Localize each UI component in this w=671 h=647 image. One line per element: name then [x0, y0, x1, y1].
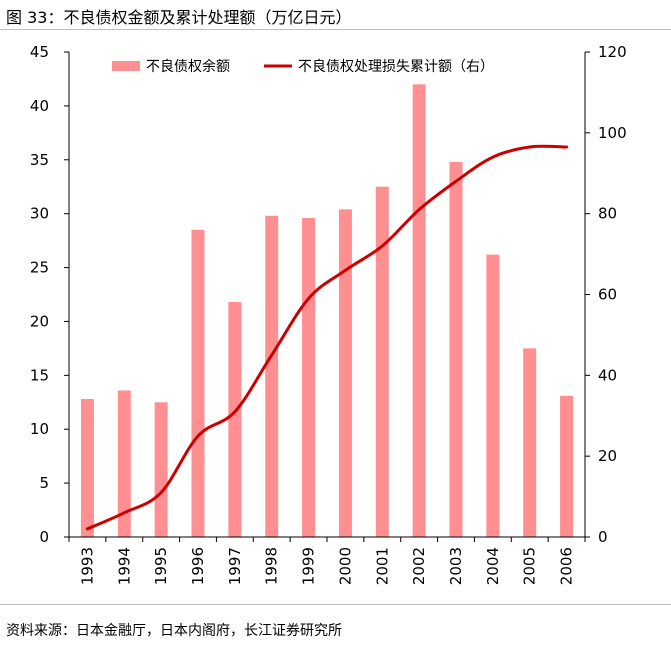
legend-bar-label: 不良债权余额	[146, 58, 230, 75]
x-tick-label-2000: 2000	[336, 547, 354, 585]
bar-2003	[449, 161, 463, 537]
bar-1997	[228, 302, 242, 537]
x-tick-label-2002: 2002	[410, 547, 428, 585]
x-tick-label-1997: 1997	[226, 547, 244, 585]
bar-1993	[80, 399, 94, 537]
x-tick-label-2005: 2005	[521, 547, 539, 585]
right-tick-label: 20	[598, 447, 617, 465]
bar-2005	[523, 348, 537, 537]
x-tick-label-2001: 2001	[373, 547, 391, 585]
source-divider	[0, 604, 671, 605]
right-tick-label: 80	[598, 205, 617, 223]
legend-bar-swatch	[112, 61, 140, 71]
bar-2002	[412, 84, 426, 537]
source-note: 资料来源：日本金融厅，日本内阁府，长江证券研究所	[6, 623, 342, 639]
bar-1998	[265, 215, 279, 538]
x-tick-label-1993: 1993	[78, 547, 96, 585]
left-tick-label: 5	[39, 474, 49, 492]
right-tick-label: 60	[598, 286, 617, 304]
left-tick-label: 0	[39, 528, 49, 546]
bar-2001	[375, 186, 389, 537]
chart: 0 5 10 15 20 25 30 35 40 45 0 20 40 60 80 100 120 1993 199…	[30, 43, 627, 585]
right-tick-label: 40	[598, 366, 617, 384]
left-tick-label: 30	[30, 205, 49, 223]
x-tick-label-2003: 2003	[447, 547, 465, 585]
left-tick-label: 10	[30, 420, 49, 438]
x-tick-label-1998: 1998	[263, 547, 281, 585]
bar-1995	[154, 402, 168, 537]
bar-1996	[191, 229, 205, 538]
x-tick-label-2006: 2006	[558, 547, 576, 585]
left-tick-label: 25	[30, 259, 49, 277]
x-tick-label-1996: 1996	[189, 547, 207, 585]
bar-2006	[560, 395, 574, 537]
left-tick-label: 35	[30, 151, 49, 169]
bar-1994	[117, 390, 131, 537]
bar-series	[80, 84, 574, 538]
title-divider	[0, 29, 671, 30]
x-tick-label-1994: 1994	[115, 547, 133, 585]
cumulative-line	[85, 144, 569, 531]
bar-1999	[302, 217, 316, 537]
axes	[64, 51, 590, 542]
legend: 不良债权余额 不良债权处理损失累计额（右）	[112, 58, 494, 75]
left-tick-label: 40	[30, 97, 49, 115]
left-tick-label: 45	[30, 43, 49, 61]
x-tick-label-1999: 1999	[300, 547, 318, 585]
bar-2004	[486, 254, 500, 537]
left-tick-label: 15	[30, 366, 49, 384]
bar-2000	[338, 209, 352, 537]
right-tick-label: 100	[598, 124, 627, 142]
x-tick-label-2004: 2004	[484, 547, 502, 585]
figure-title: 图 33：不良债权金额及累计处理额（万亿日元）	[6, 8, 352, 27]
tick-labels: 0 5 10 15 20 25 30 35 40 45 0 20 40 60 80 100 120 1993 199…	[30, 43, 627, 585]
legend-line-label: 不良债权处理损失累计额（右）	[298, 59, 494, 75]
right-tick-label: 120	[598, 43, 627, 61]
left-tick-label: 20	[30, 312, 49, 330]
x-tick-label-1995: 1995	[152, 547, 170, 585]
right-tick-label: 0	[598, 528, 608, 546]
